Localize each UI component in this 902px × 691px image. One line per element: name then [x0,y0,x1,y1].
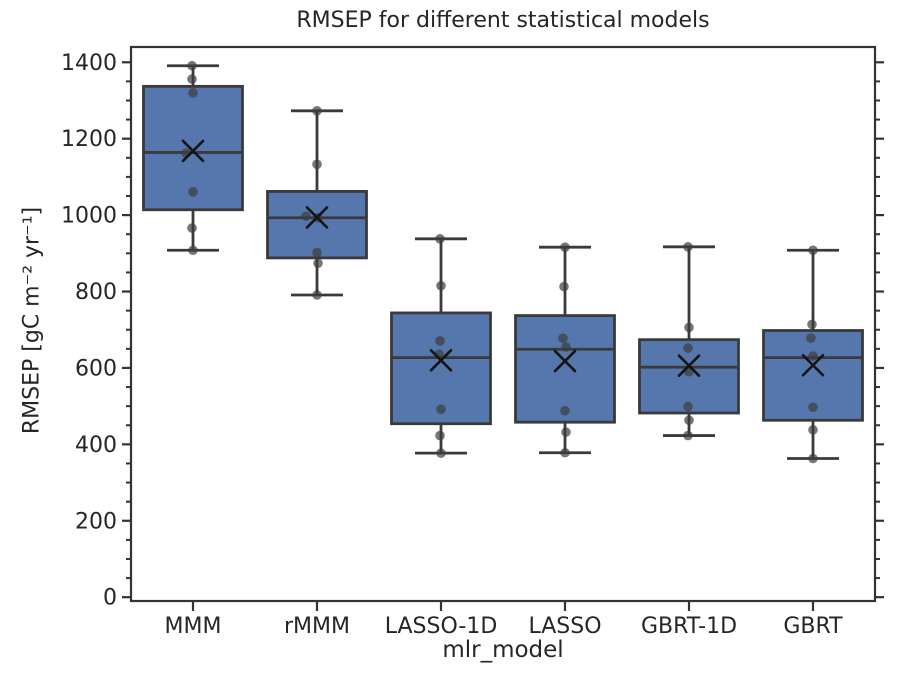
jitter-point [436,280,446,291]
jitter-point [188,88,198,98]
jitter-point [560,242,570,253]
jitter-point [558,333,568,343]
x-tick-label: GBRT-1D [641,614,737,639]
jitter-point [561,342,571,352]
y-tick-label: 1000 [61,204,117,229]
jitter-point [683,242,693,252]
jitter-point [561,427,571,437]
y-tick-label: 800 [75,280,117,305]
y-tick-label: 600 [75,356,117,381]
x-tick-label: LASSO [528,614,601,639]
y-tick-label: 0 [103,586,117,611]
x-tick-label: GBRT [783,614,843,639]
mean-marker [305,206,329,229]
jitter-point [559,281,569,292]
jitter-point [560,405,570,416]
jitter-point [808,245,818,256]
jitter-point [312,106,322,116]
x-tick-label: MMM [165,614,222,639]
jitter-point [806,333,816,343]
jitter-point [313,258,323,269]
mean-marker [429,348,453,372]
y-tick-label: 400 [75,433,117,458]
y-tick-label: 1200 [61,127,117,152]
jitter-point [312,159,322,170]
x-tick-label: rMMM [284,614,350,639]
jitter-point [436,448,446,458]
mean-marker [553,349,577,373]
jitter-point [683,401,693,412]
mean-marker [677,354,701,377]
jitter-point [683,430,693,441]
jitter-point [435,336,445,346]
jitter-point [684,415,694,426]
jitter-point [684,322,694,333]
y-tick-label: 1400 [61,51,117,76]
jitter-point [807,319,817,330]
x-tick-label: LASSO-1D [385,614,498,639]
mean-marker [801,353,825,377]
jitter-point [188,245,198,256]
jitter-point [808,425,818,435]
jitter-point [187,223,197,233]
jitter-point [301,211,311,222]
box-rMMM [266,190,368,260]
jitter-point [436,404,446,415]
jitter-point [808,453,818,464]
x-axis-label: mlr_model [442,637,564,663]
jitter-point [187,74,197,84]
axes-spines [129,45,877,603]
mean-marker [181,139,205,163]
jitter-point [187,60,197,71]
box-LASSO [514,314,616,424]
jitter-point [435,430,445,441]
jitter-point [312,247,322,258]
jitter-point [435,233,445,244]
jitter-point [560,447,570,458]
y-tick-label: 200 [75,509,117,534]
chart-title: RMSEP for different statistical models [296,8,710,33]
jitter-point [188,187,198,197]
jitter-point [312,290,322,300]
jitter-point [808,402,818,413]
jitter-point [683,343,693,353]
jitter-point [808,351,818,361]
